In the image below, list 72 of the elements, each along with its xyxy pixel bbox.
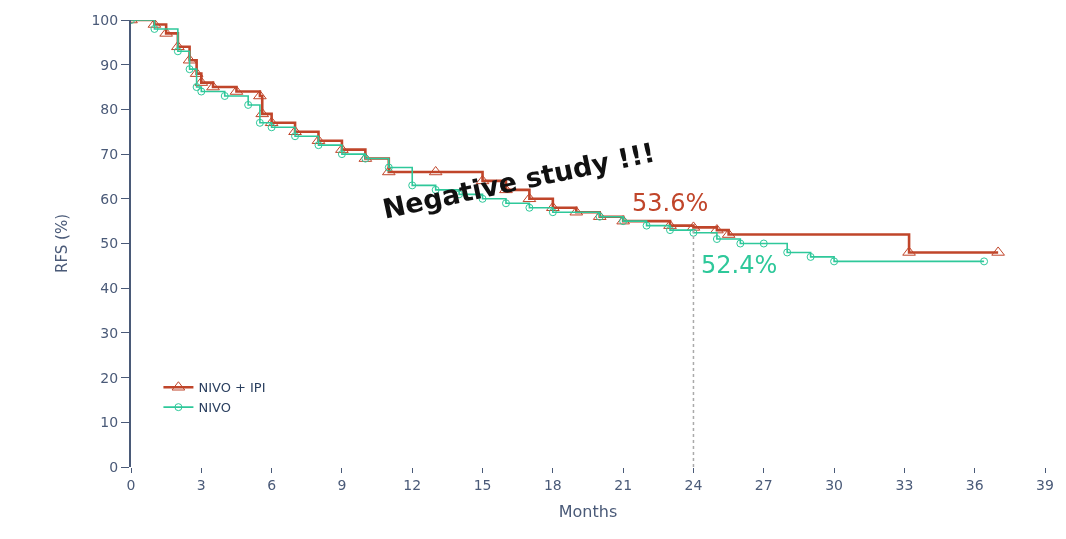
point: [255, 107, 270, 118]
point: [150, 24, 159, 33]
point: [548, 208, 557, 217]
point: [206, 81, 220, 91]
annotation: 52.4%: [701, 251, 778, 279]
point: [710, 224, 724, 234]
y-tick-label: 20: [100, 369, 119, 386]
point: [267, 123, 276, 132]
y-tick-label: 40: [100, 280, 119, 297]
y-tick-label: 90: [100, 56, 119, 73]
y-axis-title: RFS (%): [53, 213, 72, 274]
point: [220, 91, 229, 100]
point: [192, 83, 201, 92]
point: [335, 143, 349, 153]
legend-label: NIVO: [198, 400, 231, 416]
y-tick-label: 10: [100, 414, 119, 431]
point: [244, 100, 253, 109]
point: [428, 165, 443, 176]
x-axis-title: Months: [558, 502, 618, 522]
y-tick-label: 60: [100, 190, 119, 207]
x-tick-label: 36: [965, 476, 984, 493]
x-tick-label: 12: [403, 476, 422, 493]
y-tick-label: 70: [100, 146, 119, 162]
point: [525, 203, 534, 212]
point: [159, 27, 173, 37]
point: [736, 239, 745, 248]
point: [381, 165, 396, 176]
x-tick-label: 33: [895, 476, 914, 493]
point: [806, 252, 815, 261]
point: [783, 248, 792, 257]
point: [197, 87, 206, 96]
point: [666, 226, 675, 235]
y-tick-label: 100: [91, 11, 119, 28]
x-tick-label: 9: [337, 476, 347, 493]
point: [173, 47, 182, 56]
point: [689, 228, 698, 237]
legend-label: NIVO + IPI: [198, 380, 266, 396]
point: [991, 246, 1005, 256]
x-tick-label: 6: [267, 476, 277, 493]
point: [171, 40, 185, 51]
point: [522, 192, 537, 203]
point: [642, 221, 651, 230]
y-tick-label: 50: [100, 235, 119, 252]
x-tick-label: 18: [543, 476, 562, 493]
x-tick-label: 30: [825, 476, 843, 493]
point: [902, 246, 916, 256]
point: [337, 150, 346, 159]
point: [255, 118, 264, 127]
annotation: 53.6%: [632, 189, 709, 217]
point: [291, 132, 300, 141]
y-tick-label: 80: [100, 101, 119, 118]
point: [712, 235, 721, 244]
x-tick-label: 15: [473, 476, 492, 493]
point: [288, 125, 302, 135]
x-tick-label: 27: [754, 476, 773, 493]
x-tick-label: 0: [126, 476, 136, 493]
x-tick-label: 21: [614, 476, 633, 493]
point: [314, 141, 323, 150]
y-tick-label: 0: [109, 458, 119, 475]
y-tick-label: 30: [100, 324, 119, 341]
point: [546, 201, 560, 211]
x-tick-label: 24: [684, 476, 703, 493]
point: [253, 89, 267, 100]
x-tick-label: 3: [196, 476, 206, 493]
point: [384, 163, 393, 172]
point: [185, 65, 194, 74]
point: [663, 219, 677, 229]
point: [980, 257, 989, 266]
x-tick-label: 39: [1036, 476, 1054, 493]
point: [264, 116, 279, 127]
point: [830, 257, 839, 266]
point: [759, 239, 768, 248]
